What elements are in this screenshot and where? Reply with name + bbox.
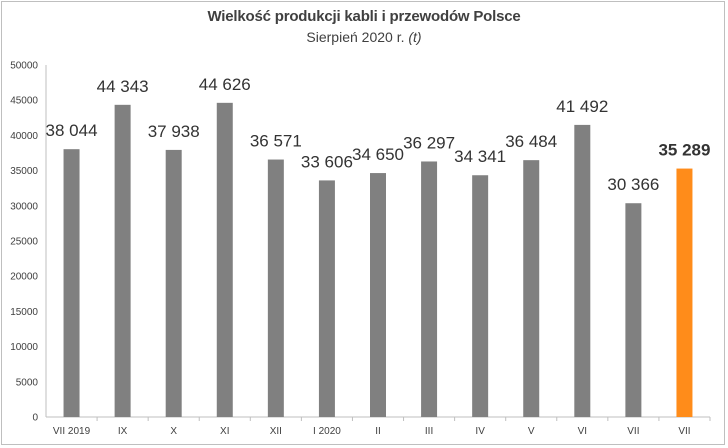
bar: [267, 159, 284, 417]
data-label: 44 626: [199, 75, 251, 94]
x-tick-label: III: [425, 426, 433, 437]
y-tick-label: 15000: [10, 307, 38, 318]
data-label: 36 484: [505, 132, 557, 151]
bar: [676, 168, 693, 417]
x-tick-label: VI: [578, 426, 587, 437]
bar: [370, 173, 386, 417]
data-label: 44 343: [97, 77, 149, 96]
unit-label: (t): [408, 29, 422, 45]
y-tick-label: 35000: [10, 166, 38, 177]
x-tick-label: X: [170, 426, 177, 437]
bar: [523, 160, 540, 417]
x-tick-label: XII: [270, 426, 282, 437]
bar: [114, 104, 131, 417]
x-tick-label: VII 2019: [53, 426, 91, 437]
data-label: 36 297: [403, 133, 455, 152]
x-tick-label: IX: [118, 426, 128, 437]
x-tick-label: IV: [475, 426, 485, 437]
chart-subtitle: Sierpień 2020 r. (t): [0, 29, 728, 45]
data-label: 38 044: [46, 121, 98, 140]
data-label: 34 650: [352, 145, 404, 164]
data-label: 41 492: [556, 97, 608, 116]
y-tick-label: 30000: [10, 201, 38, 212]
data-label: 34 341: [454, 147, 506, 166]
data-label: 36 571: [250, 132, 302, 151]
y-tick-label: 40000: [10, 131, 38, 142]
y-tick-label: 50000: [10, 61, 38, 72]
data-label: 30 366: [607, 175, 659, 194]
subtitle-text: Sierpień 2020 r.: [306, 29, 405, 45]
data-label: 37 938: [148, 122, 200, 141]
bar: [63, 149, 80, 418]
x-tick-label: I 2020: [313, 426, 341, 437]
x-tick-label: II: [375, 426, 381, 437]
x-tick-label: VII: [627, 426, 639, 437]
data-label: 33 606: [301, 152, 353, 171]
bar: [421, 161, 438, 417]
y-tick-label: 10000: [10, 342, 38, 353]
data-label: 35 289: [658, 141, 710, 160]
x-tick-label: V: [528, 426, 535, 437]
bar: [165, 149, 182, 417]
bar: [625, 203, 642, 417]
x-tick-label: VII: [678, 426, 690, 437]
y-tick-label: 45000: [10, 96, 38, 107]
y-tick-label: 0: [32, 413, 38, 424]
bar: [216, 102, 233, 418]
y-tick-label: 5000: [16, 377, 39, 388]
y-tick-label: 25000: [10, 237, 38, 248]
bar: [472, 175, 489, 417]
bar: [574, 124, 591, 418]
bar: [318, 180, 335, 417]
chart-title: Wielkość produkcji kabli i przewodów Pol…: [207, 8, 521, 25]
y-tick-label: 20000: [10, 272, 38, 283]
x-tick-label: XI: [220, 426, 229, 437]
